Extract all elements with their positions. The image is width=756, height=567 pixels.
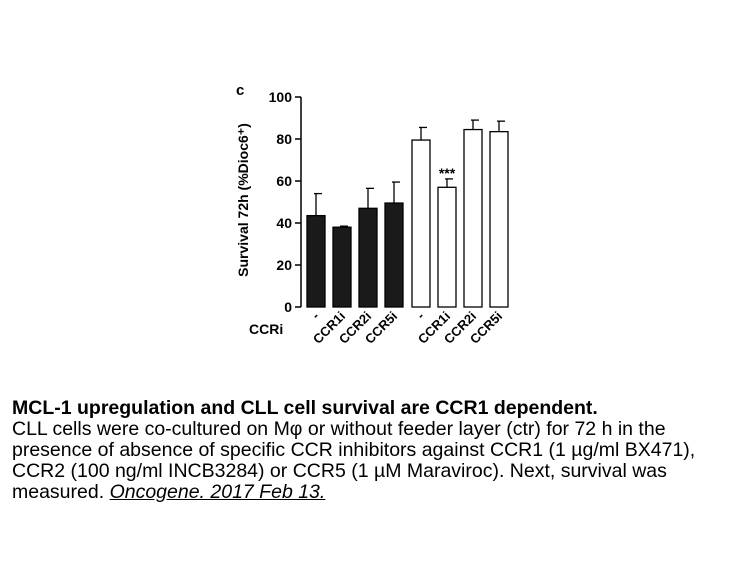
bar [306,214,326,308]
bar [489,130,509,308]
panel-label: c [236,82,244,99]
figure-caption: MCL-1 upregulation and CLL cell survival… [12,398,747,503]
significance-annotation: *** [439,165,456,181]
y-tick-label: 0 [284,299,292,315]
caption-citation[interactable]: Oncogene. 2017 Feb 13. [109,481,326,503]
bar [437,186,457,308]
bar [384,202,404,308]
y-tick-label: 20 [276,257,292,273]
x-axis-label: CCRi [249,321,283,337]
y-tick-label: 40 [276,215,292,231]
y-tick-label: 60 [276,173,292,189]
category-label: - [308,309,322,323]
bar [332,226,352,308]
caption-body: CLL cells were co-cultured on Mφ or with… [12,418,696,503]
bar [411,139,431,308]
y-tick-label: 80 [276,131,292,147]
y-axis-label: Survival 72h (%Dioc6⁺) [235,123,251,277]
bar [463,128,483,308]
bars: *** [306,119,509,308]
axes: 0 20 40 60 80 100 [269,89,302,315]
survival-bar-chart: c Survival 72h (%Dioc6⁺) CCRi 0 20 40 60 80 1… [235,82,509,347]
caption-title: MCL-1 upregulation and CLL cell survival… [12,397,598,419]
bar [358,207,378,308]
category-label: - [413,309,427,323]
y-tick-label: 100 [269,89,293,105]
